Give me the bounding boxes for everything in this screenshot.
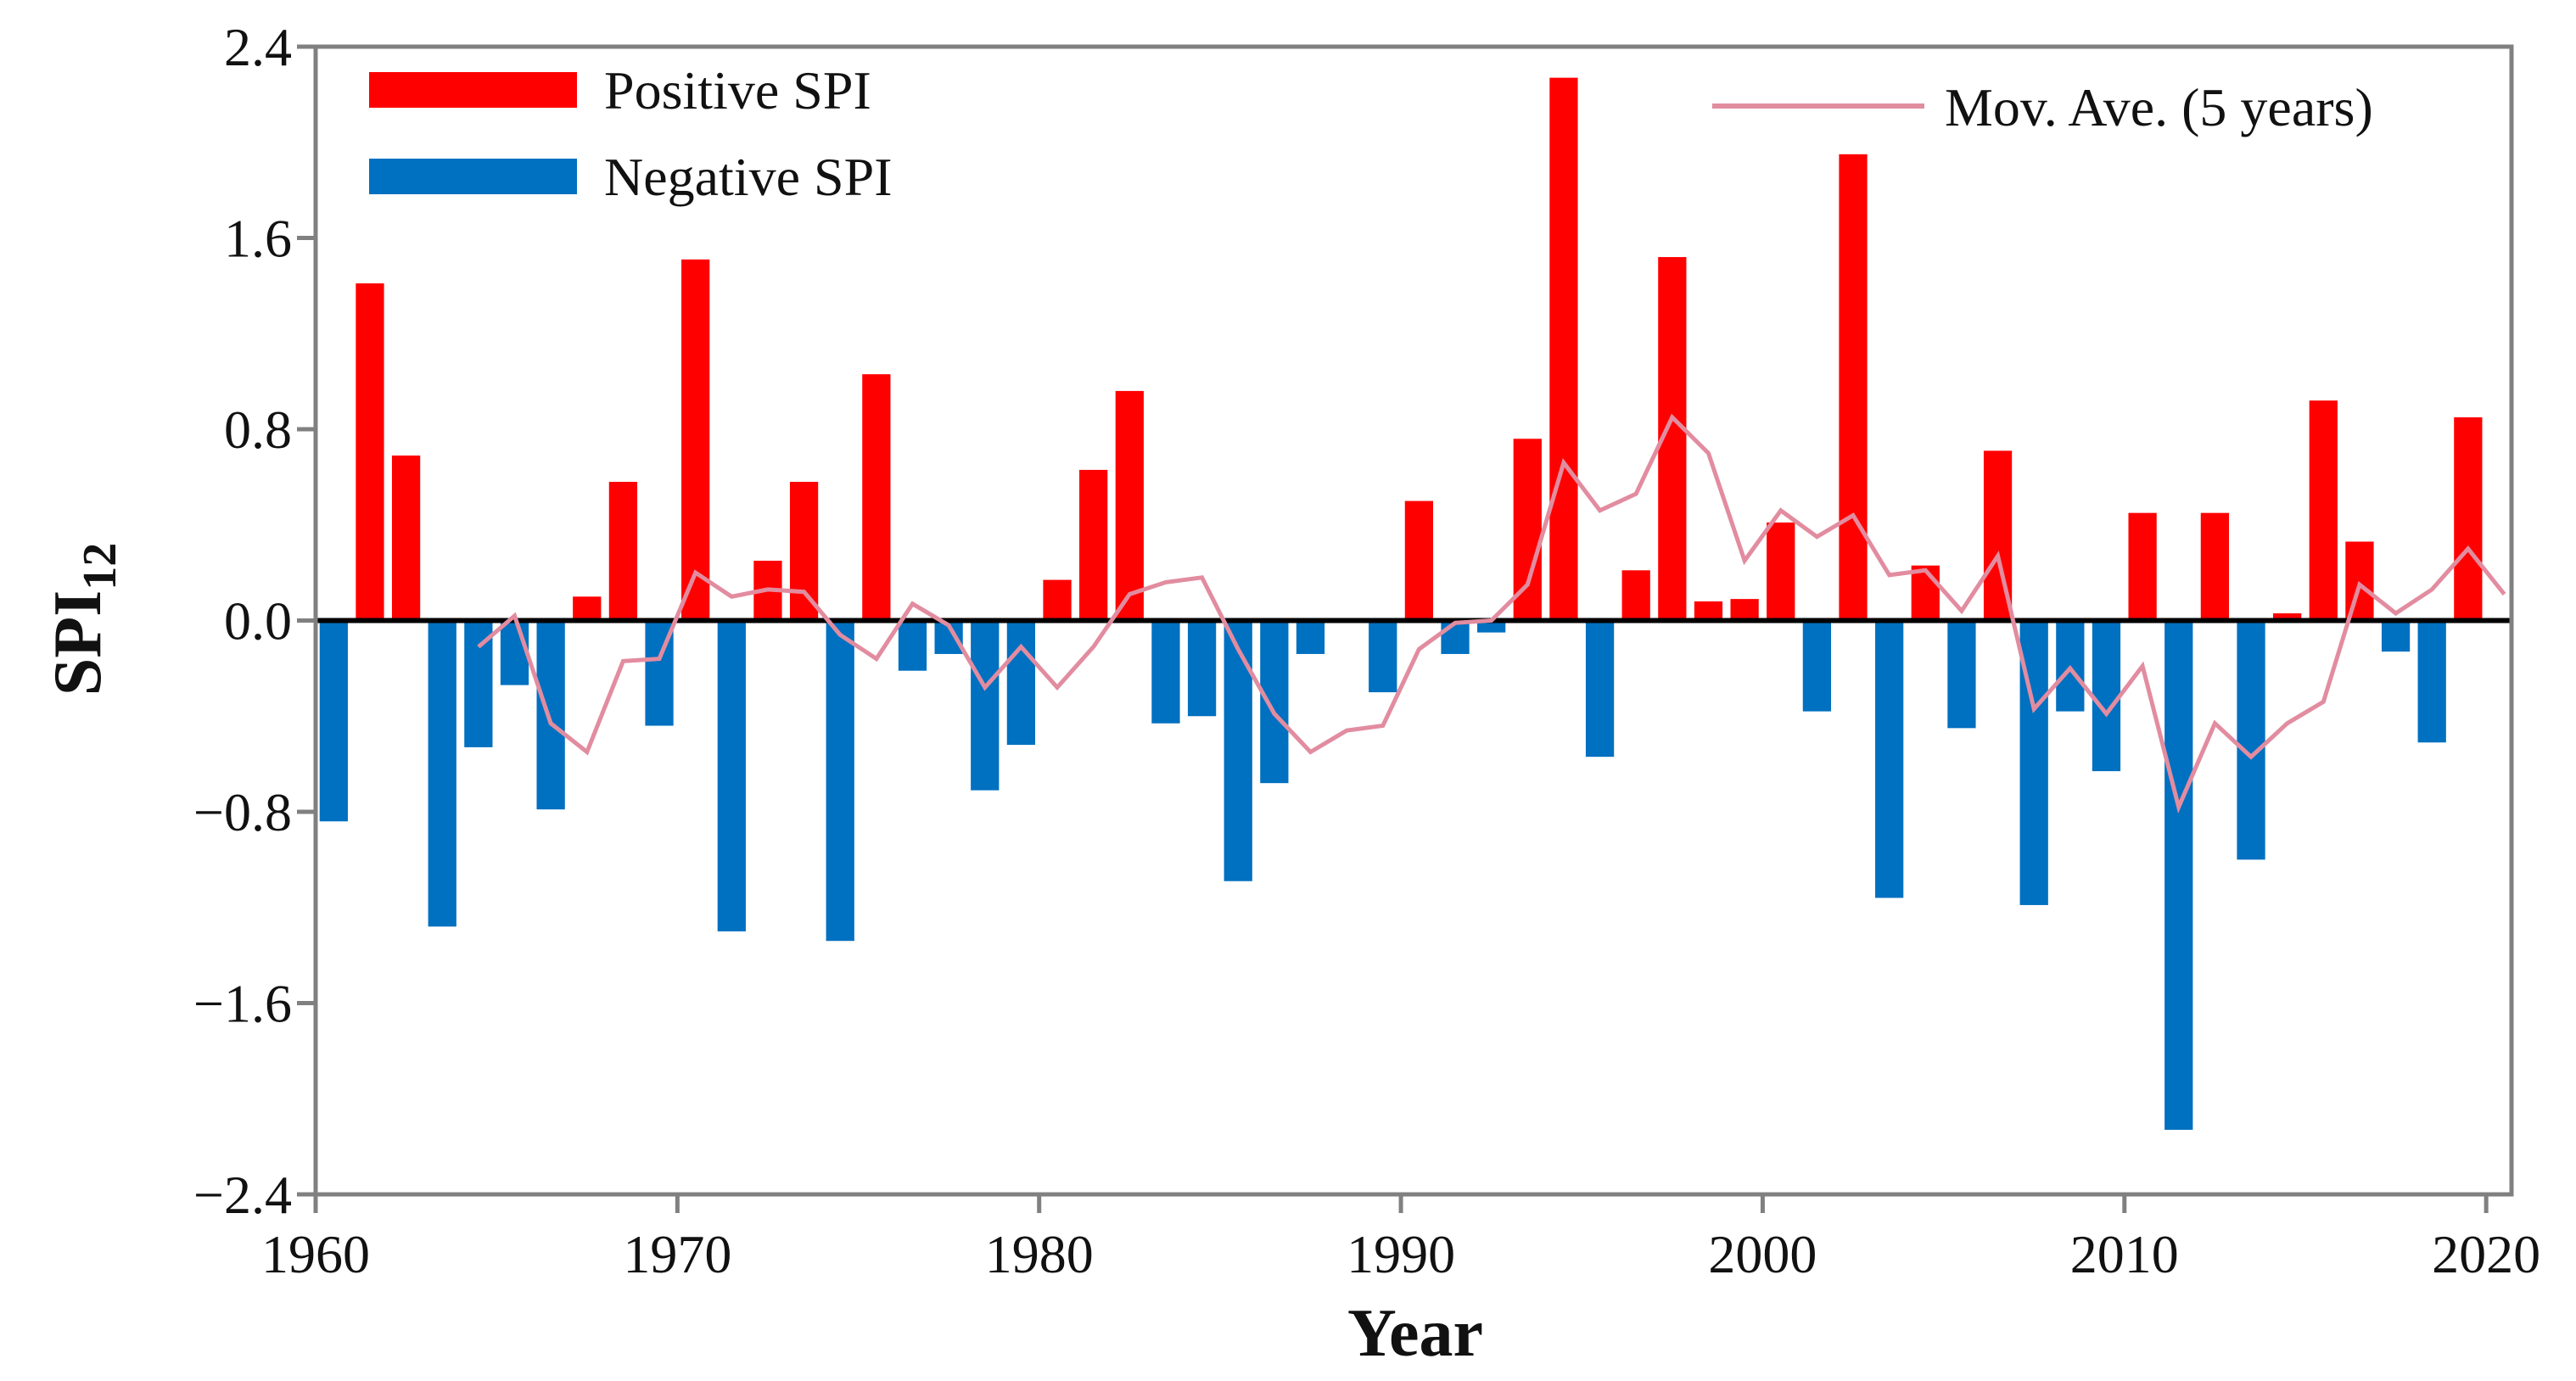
- spi-bar-2010: [2128, 512, 2157, 621]
- x-tick-label: 1980: [985, 1224, 1094, 1284]
- spi-bar-1964: [464, 620, 493, 747]
- y-tick-label: −2.4: [193, 1165, 292, 1225]
- spi-bar-1968: [608, 482, 638, 621]
- spi-bar-1974: [826, 620, 854, 942]
- spi-bar-2009: [2092, 620, 2121, 772]
- x-tick-label: 2010: [2070, 1224, 2179, 1284]
- bars-layer: [319, 77, 2483, 1130]
- spi-bar-1980: [1043, 579, 1072, 621]
- spi-bar-1985: [1224, 620, 1252, 881]
- spi-bar-1998: [1694, 601, 1723, 621]
- spi-bar-2019: [2454, 417, 2483, 621]
- spi-bar-1965: [500, 620, 529, 685]
- spi-bar-1970: [681, 259, 710, 621]
- x-tick-label: 1970: [623, 1224, 731, 1284]
- spi-bar-1999: [1730, 599, 1759, 621]
- spi-bar-2011: [2164, 620, 2193, 1130]
- spi-bar-1990: [1404, 500, 1434, 621]
- x-tick-label: 2000: [1708, 1224, 1817, 1284]
- spi-bar-1960: [319, 620, 348, 822]
- spi-bar-2005: [1947, 620, 1976, 729]
- y-axis-title-main: SPI: [41, 590, 115, 696]
- spi-bar-1978: [971, 620, 1000, 791]
- spi-bar-2018: [2417, 620, 2446, 743]
- y-tick-label: 1.6: [224, 209, 292, 269]
- spi-bar-2004: [1911, 565, 1940, 621]
- spi-bar-1979: [1006, 620, 1036, 746]
- y-axis-title: SPI12: [41, 543, 126, 696]
- spi-bar-2015: [2309, 400, 2338, 621]
- spi-bar-1966: [536, 620, 565, 810]
- spi-bar-1996: [1621, 570, 1650, 621]
- spi-bar-1971: [717, 620, 746, 931]
- x-tick-label: 1990: [1347, 1224, 1455, 1284]
- x-tick-label: 2020: [2432, 1224, 2540, 1284]
- legend-positive-swatch: [369, 72, 577, 108]
- spi-bar-2003: [1875, 620, 1904, 898]
- spi-bar-1963: [428, 620, 456, 927]
- spi-bar-1976: [898, 620, 927, 671]
- spi-bar-1989: [1369, 620, 1397, 693]
- spi-bar-1986: [1260, 620, 1289, 784]
- spi-bar-1992: [1477, 620, 1506, 633]
- spi-bar-2014: [2273, 613, 2302, 621]
- spi-bar-2002: [1839, 154, 1868, 621]
- spi-bar-1984: [1187, 620, 1217, 717]
- spi-bar-1962: [391, 456, 421, 621]
- spi-bar-1961: [356, 283, 384, 621]
- legend-negative-swatch: [369, 159, 577, 194]
- legend-line: Mov. Ave. (5 years): [1712, 77, 2373, 137]
- moving-average-line: [477, 413, 2506, 814]
- ticks-layer: −2.4 −1.6 −0.8 0.0 0.8 1.6 2.4 1960 1970 1980 1990…: [193, 17, 2540, 1284]
- legend-positive-label: Positive SPI: [604, 60, 871, 120]
- spi-bar-1967: [573, 596, 602, 621]
- spi-bar-2001: [1802, 620, 1832, 712]
- spi-bar-1975: [862, 374, 891, 621]
- legend-moving-average-label: Mov. Ave. (5 years): [1945, 77, 2373, 137]
- y-tick-label: −0.8: [193, 782, 292, 842]
- y-tick-label: −1.6: [193, 974, 292, 1034]
- spi-bar-1987: [1296, 620, 1325, 654]
- spi-bar-1982: [1115, 390, 1144, 621]
- legend-negative-label: Negative SPI: [604, 147, 893, 207]
- spi-bar-1991: [1441, 620, 1470, 654]
- legend-bars: Positive SPI Negative SPI: [369, 60, 893, 207]
- spi-bar-2017: [2381, 620, 2411, 652]
- x-tick-label: 1960: [261, 1224, 370, 1284]
- y-tick-label: 0.8: [224, 400, 292, 460]
- spi-bar-2016: [2345, 541, 2374, 621]
- spi-bar-2013: [2237, 620, 2265, 860]
- y-tick-label: 0.0: [224, 591, 292, 651]
- y-tick-label: 2.4: [224, 17, 292, 77]
- y-axis-title-subscript: 12: [74, 543, 126, 590]
- spi-bar-1983: [1151, 620, 1180, 724]
- spi-bar-1993: [1513, 439, 1542, 621]
- spi-bar-2012: [2200, 512, 2230, 621]
- spi-bar-1981: [1079, 469, 1108, 621]
- spi-bar-1994: [1549, 77, 1578, 621]
- spi-bar-2000: [1767, 522, 1795, 621]
- x-axis-title: Year: [1347, 1296, 1483, 1371]
- spi-bar-1995: [1585, 620, 1615, 758]
- spi-bar-1973: [789, 482, 819, 621]
